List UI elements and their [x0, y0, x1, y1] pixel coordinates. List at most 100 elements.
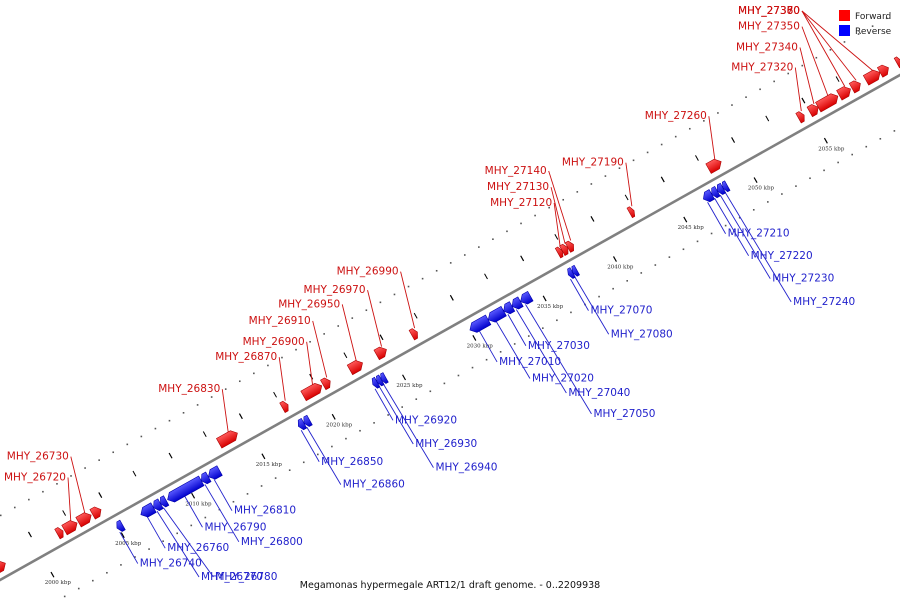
- reverse-gene-label[interactable]: MHY_26920: [395, 414, 457, 426]
- forward-gene[interactable]: [626, 206, 637, 219]
- forward-gene[interactable]: [815, 91, 840, 113]
- reverse-gene[interactable]: [199, 471, 212, 486]
- reverse-gene-label[interactable]: MHY_27220: [751, 250, 813, 262]
- forward-gene[interactable]: [554, 246, 565, 259]
- forward-gene-label[interactable]: MHY_27120: [490, 197, 552, 209]
- forward-gene[interactable]: [54, 526, 66, 540]
- reverse-gene[interactable]: [151, 498, 164, 513]
- forward-gene-label[interactable]: MHY_27260: [645, 110, 707, 122]
- reverse-gene[interactable]: [486, 305, 507, 324]
- reverse-gene[interactable]: [158, 495, 170, 509]
- forward-gene[interactable]: [893, 56, 900, 69]
- reverse-gene-label[interactable]: MHY_27080: [611, 328, 673, 340]
- reverse-gene[interactable]: [509, 296, 524, 311]
- reverse-gene-label[interactable]: MHY_27240: [793, 296, 855, 308]
- reverse-gene-label[interactable]: MHY_26860: [343, 479, 405, 491]
- reverse-gene-shape: [201, 471, 212, 485]
- reverse-gene-shape: [711, 185, 721, 199]
- reverse-gene[interactable]: [501, 301, 516, 316]
- reverse-gene[interactable]: [206, 465, 223, 482]
- reverse-gene-label[interactable]: MHY_26760: [167, 542, 229, 554]
- forward-gene[interactable]: [795, 110, 807, 124]
- forward-gene-label[interactable]: MHY_26720: [4, 472, 66, 484]
- forward-gene[interactable]: [848, 79, 863, 94]
- reverse-gene-label[interactable]: MHY_26780: [215, 571, 277, 583]
- forward-gene-label[interactable]: MHY_27130: [487, 181, 549, 193]
- forward-gene[interactable]: [836, 84, 854, 101]
- reverse-gene[interactable]: [138, 502, 157, 520]
- forward-gene[interactable]: [75, 510, 94, 528]
- reverse-gene-label[interactable]: MHY_27230: [772, 273, 834, 285]
- forward-gene[interactable]: [300, 381, 325, 402]
- reverse-gene-label[interactable]: MHY_26940: [435, 462, 497, 474]
- forward-gene-label[interactable]: MHY_27350: [738, 21, 800, 33]
- reverse-gene-label[interactable]: MHY_27010: [499, 356, 561, 368]
- reverse-gene[interactable]: [296, 417, 308, 431]
- reverse-gene-label[interactable]: MHY_27050: [593, 408, 655, 420]
- reverse-gene[interactable]: [165, 475, 205, 505]
- coordinate-dot: [288, 469, 291, 471]
- forward-gene[interactable]: [862, 68, 882, 86]
- reverse-gene-label[interactable]: MHY_27020: [532, 372, 594, 384]
- reverse-gene[interactable]: [720, 180, 731, 193]
- forward-gene[interactable]: [346, 358, 365, 376]
- forward-gene-label[interactable]: MHY_26910: [249, 315, 311, 327]
- coordinate-dot: [668, 256, 671, 258]
- reverse-gene-label[interactable]: MHY_26800: [241, 536, 303, 548]
- tick-label: 2010 kbp: [185, 501, 212, 507]
- reverse-gene-label[interactable]: MHY_26790: [204, 521, 266, 533]
- forward-gene-label[interactable]: MHY_26950: [278, 298, 340, 310]
- forward-gene[interactable]: [216, 428, 240, 449]
- forward-gene-label[interactable]: MHY_27340: [736, 42, 798, 54]
- forward-gene-label[interactable]: MHY_26970: [304, 284, 366, 296]
- forward-gene-label[interactable]: MHY_27380: [738, 5, 800, 17]
- forward-gene-label[interactable]: MHY_26830: [158, 383, 220, 395]
- reverse-gene[interactable]: [715, 182, 727, 196]
- reverse-gene-shape: [371, 376, 381, 389]
- reverse-gene-label[interactable]: MHY_26810: [234, 505, 296, 517]
- forward-gene[interactable]: [408, 327, 420, 341]
- forward-gene-label[interactable]: MHY_27370: [738, 5, 800, 17]
- forward-gene[interactable]: [279, 400, 291, 413]
- reverse-gene-label[interactable]: MHY_26850: [321, 456, 383, 468]
- forward-gene-label[interactable]: MHY_27140: [485, 165, 547, 177]
- reverse-gene[interactable]: [518, 290, 534, 306]
- forward-gene[interactable]: [559, 243, 571, 256]
- forward-gene[interactable]: [373, 345, 389, 361]
- reverse-gene[interactable]: [570, 264, 580, 277]
- forward-gene[interactable]: [0, 558, 8, 575]
- forward-gene-label[interactable]: MHY_26870: [215, 351, 277, 363]
- reverse-gene[interactable]: [114, 519, 126, 533]
- leader-line: [184, 495, 203, 528]
- forward-gene-label[interactable]: MHY_27360: [738, 5, 800, 17]
- reverse-gene[interactable]: [566, 267, 576, 280]
- forward-gene[interactable]: [320, 376, 332, 391]
- reverse-gene-label[interactable]: MHY_27030: [528, 340, 590, 352]
- reverse-gene-label[interactable]: MHY_27040: [568, 387, 630, 399]
- reverse-gene[interactable]: [379, 372, 389, 385]
- forward-gene-label[interactable]: MHY_26730: [7, 451, 69, 463]
- reverse-gene[interactable]: [701, 189, 715, 204]
- forward-gene[interactable]: [61, 518, 80, 536]
- coordinate-dot: [365, 309, 368, 312]
- forward-gene-label[interactable]: MHY_26900: [243, 336, 305, 348]
- forward-gene[interactable]: [89, 505, 104, 520]
- reverse-gene-label[interactable]: MHY_26930: [415, 438, 477, 450]
- reverse-gene[interactable]: [370, 376, 381, 389]
- reverse-gene[interactable]: [374, 374, 385, 387]
- forward-gene[interactable]: [806, 102, 821, 118]
- forward-gene-label[interactable]: MHY_27190: [562, 157, 624, 169]
- reverse-gene-label[interactable]: MHY_27070: [590, 305, 652, 317]
- forward-gene[interactable]: [876, 63, 891, 78]
- reverse-gene[interactable]: [301, 414, 313, 428]
- forward-gene[interactable]: [564, 240, 576, 253]
- reverse-gene[interactable]: [709, 185, 721, 199]
- forward-gene-label[interactable]: MHY_27320: [731, 62, 793, 74]
- forward-gene-label[interactable]: MHY_26990: [337, 266, 399, 278]
- reverse-gene-label[interactable]: MHY_26770: [201, 571, 263, 583]
- forward-gene[interactable]: [705, 157, 724, 174]
- reverse-gene-label[interactable]: MHY_26740: [140, 558, 202, 570]
- reverse-gene-label[interactable]: MHY_27210: [728, 228, 790, 240]
- reverse-gene[interactable]: [467, 314, 492, 335]
- reverse-gene-shape: [297, 417, 308, 431]
